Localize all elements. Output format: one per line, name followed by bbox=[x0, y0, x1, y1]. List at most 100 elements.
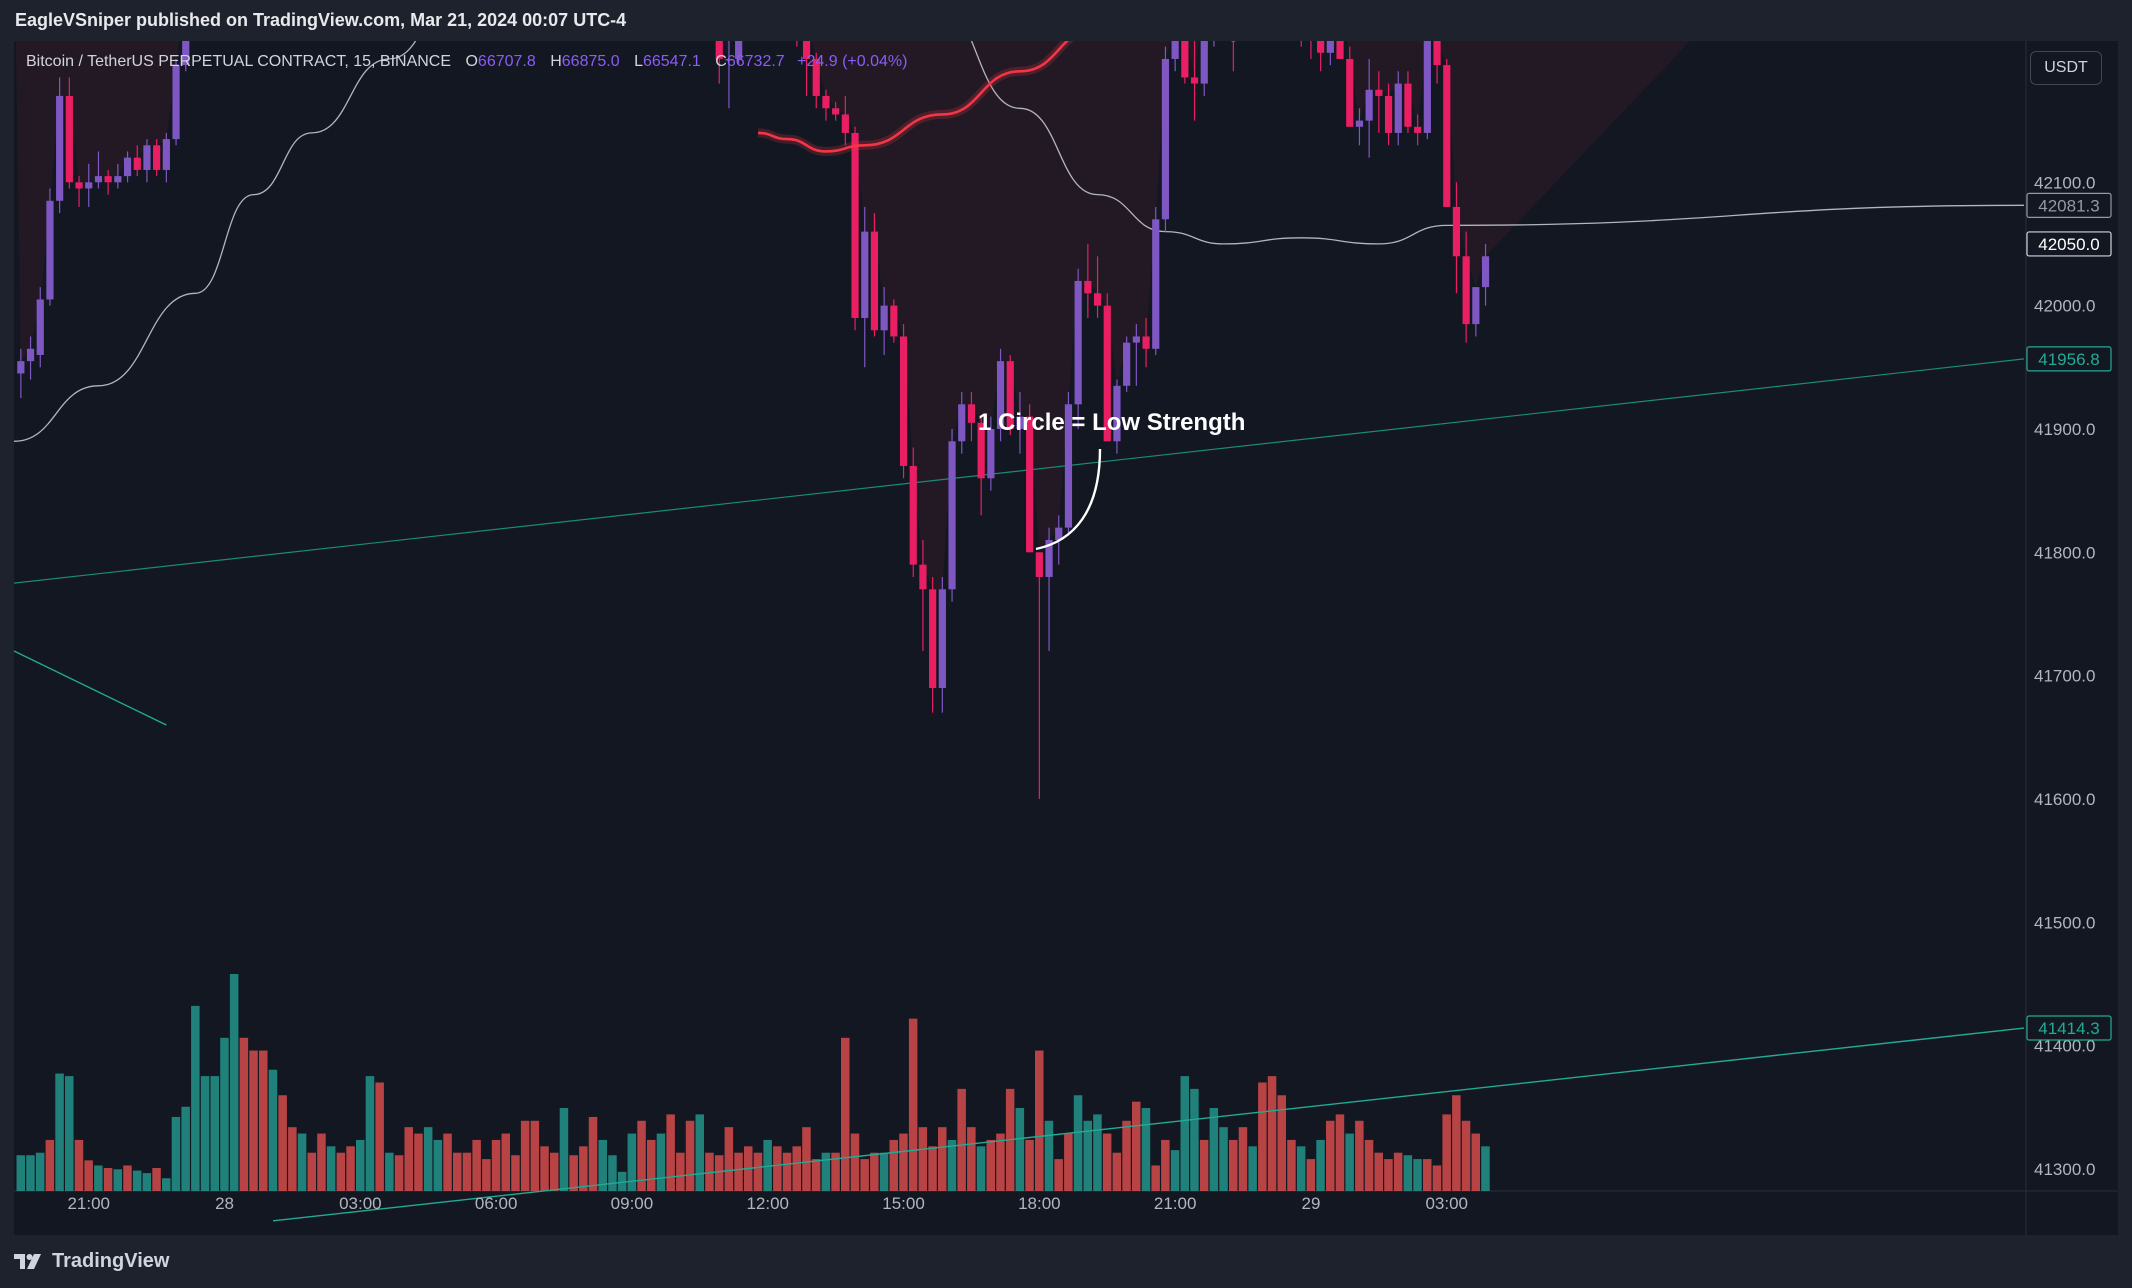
close-value: 66732.7 bbox=[726, 53, 785, 70]
volume-bar bbox=[1413, 1159, 1422, 1191]
volume-bar bbox=[423, 1127, 433, 1191]
volume-bar bbox=[123, 1165, 132, 1191]
candle-body bbox=[162, 139, 170, 170]
candle-body bbox=[1336, 41, 1344, 59]
volume-bar bbox=[1132, 1101, 1141, 1191]
currency-button[interactable]: USDT bbox=[2030, 51, 2102, 85]
volume-bar bbox=[346, 1146, 355, 1191]
time-tick-label: 21:00 bbox=[67, 1194, 110, 1213]
candle-body bbox=[948, 441, 956, 590]
open-value: 66707.8 bbox=[477, 53, 536, 70]
publisher-line: EagleVSniper published on TradingView.co… bbox=[15, 10, 627, 30]
volume-bar bbox=[1044, 1120, 1054, 1191]
volume-bar bbox=[16, 1155, 25, 1191]
volume-bar bbox=[453, 1152, 462, 1191]
candle-body bbox=[26, 348, 35, 362]
volume-bar bbox=[608, 1155, 617, 1191]
volume-bar bbox=[928, 1146, 937, 1191]
candle-body bbox=[725, 58, 733, 61]
volume-bar bbox=[1170, 1150, 1180, 1191]
price-chart[interactable]: 41300.0 41400.0 41500.0 41600.0 41700.0 41800… bbox=[14, 41, 2118, 1235]
volume-bar bbox=[220, 1037, 229, 1191]
candle-body bbox=[1132, 336, 1140, 343]
volume-bar bbox=[297, 1133, 307, 1191]
time-tick-label: 21:00 bbox=[1154, 1194, 1197, 1213]
volume-bar bbox=[1054, 1159, 1063, 1191]
volume-bar bbox=[1296, 1146, 1306, 1191]
time-tick-label: 03:00 bbox=[339, 1194, 382, 1213]
volume-bar bbox=[152, 1168, 161, 1191]
volume-bar bbox=[1141, 1108, 1151, 1191]
price-tag-box bbox=[2026, 346, 2112, 372]
volume-bar bbox=[259, 1050, 268, 1191]
candle-body bbox=[1452, 206, 1461, 257]
candle-body bbox=[1103, 305, 1111, 442]
time-tick-label: 29 bbox=[1301, 1194, 1320, 1213]
volume-bar bbox=[579, 1146, 588, 1191]
annotation-text: 1 Circle = Low Strength bbox=[978, 409, 1246, 436]
volume-bar bbox=[1355, 1120, 1364, 1191]
volume-bar bbox=[831, 1152, 840, 1191]
volume-bar bbox=[35, 1152, 45, 1191]
price-tag-label: 42081.3 bbox=[2038, 196, 2099, 215]
candle-body bbox=[967, 404, 976, 423]
candle-body bbox=[987, 428, 995, 479]
volume-bar bbox=[1461, 1120, 1471, 1191]
symbol-legend[interactable]: Bitcoin / TetherUS PERPETUAL CONTRACT, 1… bbox=[26, 53, 907, 71]
volume-bar bbox=[695, 1114, 704, 1191]
candle-body bbox=[880, 305, 888, 331]
candle-body bbox=[977, 422, 985, 479]
volume-bar bbox=[714, 1155, 724, 1191]
channel-side-line bbox=[14, 650, 167, 726]
candle-body bbox=[56, 95, 64, 201]
volume-bar bbox=[26, 1155, 35, 1191]
volume-bar bbox=[1073, 1095, 1083, 1191]
volume-bar bbox=[908, 1018, 918, 1191]
volume-bar bbox=[65, 1076, 74, 1191]
volume-bar bbox=[918, 1127, 928, 1191]
price-tag: 41956.8 bbox=[2026, 346, 2112, 372]
time-tick-label: 03:00 bbox=[1425, 1194, 1468, 1213]
price-tick-label: 41700.0 bbox=[2034, 667, 2095, 686]
volume-bar bbox=[501, 1133, 510, 1191]
volume-bar bbox=[550, 1152, 559, 1191]
candle-body bbox=[94, 176, 103, 183]
volume-bar bbox=[74, 1139, 84, 1191]
time-tick-label: 18:00 bbox=[1018, 1194, 1061, 1213]
candle-body bbox=[1346, 58, 1354, 127]
candle-body bbox=[1123, 342, 1131, 386]
volume-bar bbox=[317, 1133, 326, 1191]
volume-bar bbox=[705, 1152, 714, 1191]
candle-body bbox=[1414, 126, 1422, 133]
time-tick-label: 09:00 bbox=[611, 1194, 654, 1213]
price-tick-label: 41300.0 bbox=[2034, 1160, 2095, 1179]
volume-bar bbox=[588, 1116, 598, 1191]
price-tick-label: 41600.0 bbox=[2034, 790, 2095, 809]
volume-bar bbox=[1364, 1139, 1374, 1191]
tradingview-brand[interactable]: TradingView bbox=[14, 1250, 169, 1273]
volume-bar bbox=[1345, 1133, 1354, 1191]
volume-bar bbox=[520, 1120, 530, 1191]
volume-bar bbox=[1064, 1133, 1073, 1191]
candle-body bbox=[123, 157, 132, 177]
price-tick-label: 41900.0 bbox=[2034, 420, 2095, 439]
candle-body bbox=[802, 41, 811, 59]
candle-body bbox=[1035, 552, 1043, 577]
volume-bar bbox=[860, 1159, 869, 1191]
volume-bar bbox=[763, 1139, 772, 1191]
volume-trend-line bbox=[272, 1027, 2025, 1222]
candle-body bbox=[1394, 83, 1402, 133]
volume-bar bbox=[1035, 1050, 1044, 1191]
candle-body bbox=[1074, 280, 1082, 405]
chart-panel[interactable]: 41300.0 41400.0 41500.0 41600.0 41700.0 41800… bbox=[14, 41, 2118, 1235]
annotation-arrow bbox=[1035, 448, 1102, 551]
volume-bar bbox=[491, 1139, 501, 1191]
volume-bar bbox=[996, 1133, 1005, 1191]
candle-body bbox=[85, 182, 93, 189]
volume-bar bbox=[569, 1155, 578, 1191]
volume-bar bbox=[850, 1133, 860, 1191]
volume-bar bbox=[734, 1152, 743, 1191]
volume-bar bbox=[870, 1152, 879, 1191]
candle-body bbox=[1481, 256, 1490, 288]
candle-body bbox=[1200, 41, 1208, 84]
